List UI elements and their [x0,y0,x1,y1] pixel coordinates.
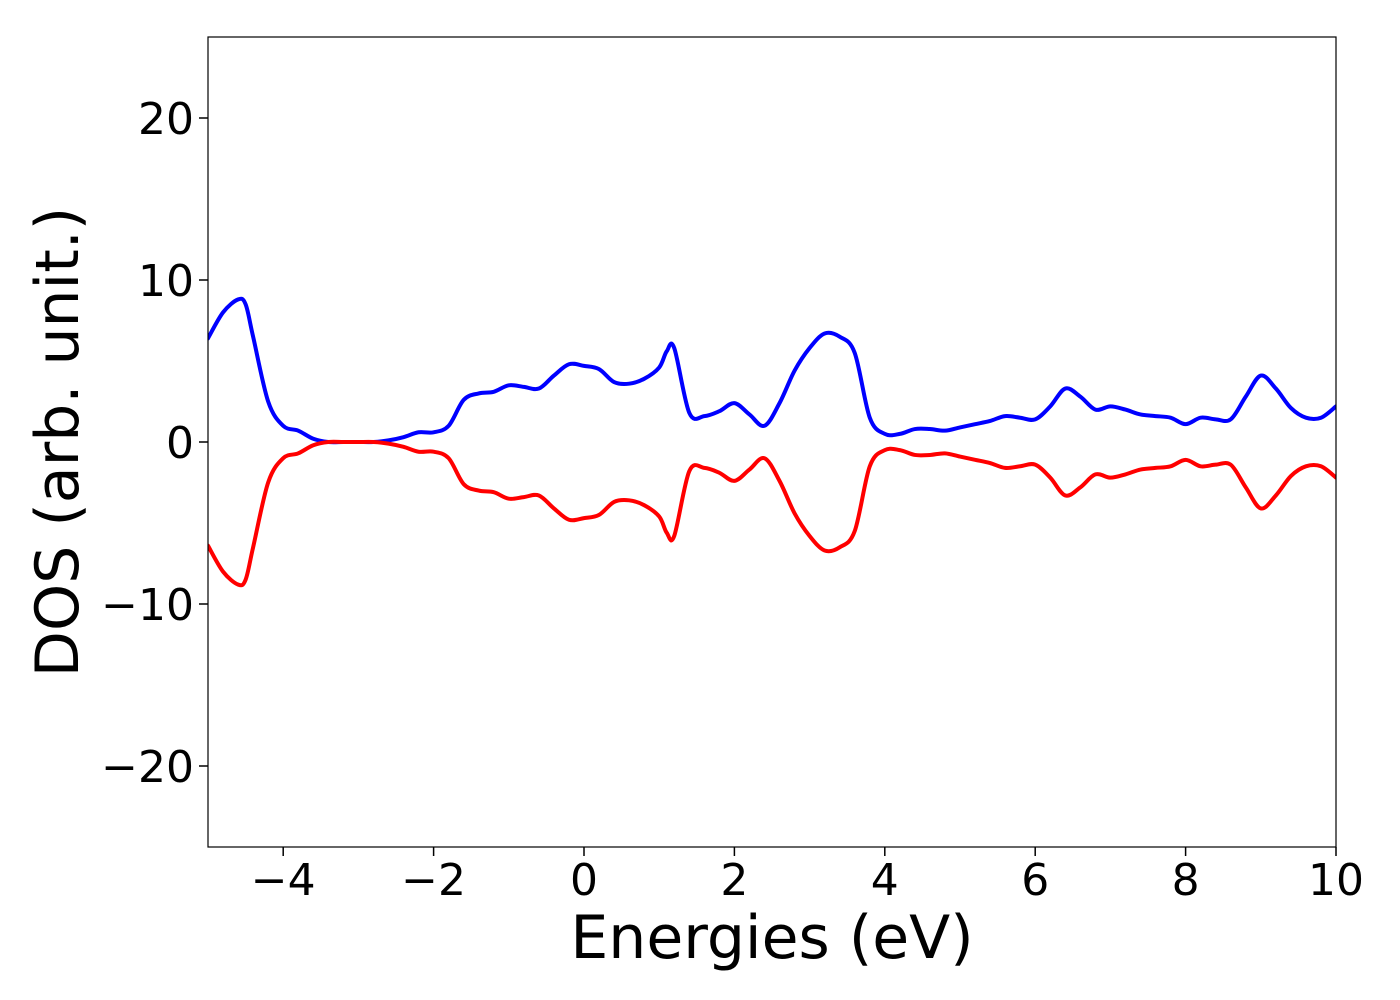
x-tick-label: −4 [251,855,316,906]
y-tick-label: 20 [138,94,194,145]
x-tick-label: 10 [1308,855,1364,906]
y-tick-label: 10 [138,256,194,307]
y-axis: −20 −10 0 10 20 [101,94,208,793]
x-tick-label: 2 [720,855,748,906]
x-tick-label: 4 [871,855,899,906]
series-line-2 [208,439,1336,588]
x-tick-label: 8 [1172,855,1200,906]
y-tick-label: 0 [166,418,194,469]
x-tick-label: 6 [1021,855,1049,906]
series-line-1 [208,296,1336,445]
x-tick-label: 0 [570,855,598,906]
x-tick-label: −2 [401,855,466,906]
y-axis-title: DOS (arb. unit.) [23,207,93,677]
x-axis-title: Energies (eV) [570,903,973,973]
y-tick-label: −10 [101,580,194,631]
x-axis: −4 −2 0 2 4 6 8 10 [251,847,1364,906]
series-layer [208,296,1336,588]
y-tick-label: −20 [101,742,194,793]
